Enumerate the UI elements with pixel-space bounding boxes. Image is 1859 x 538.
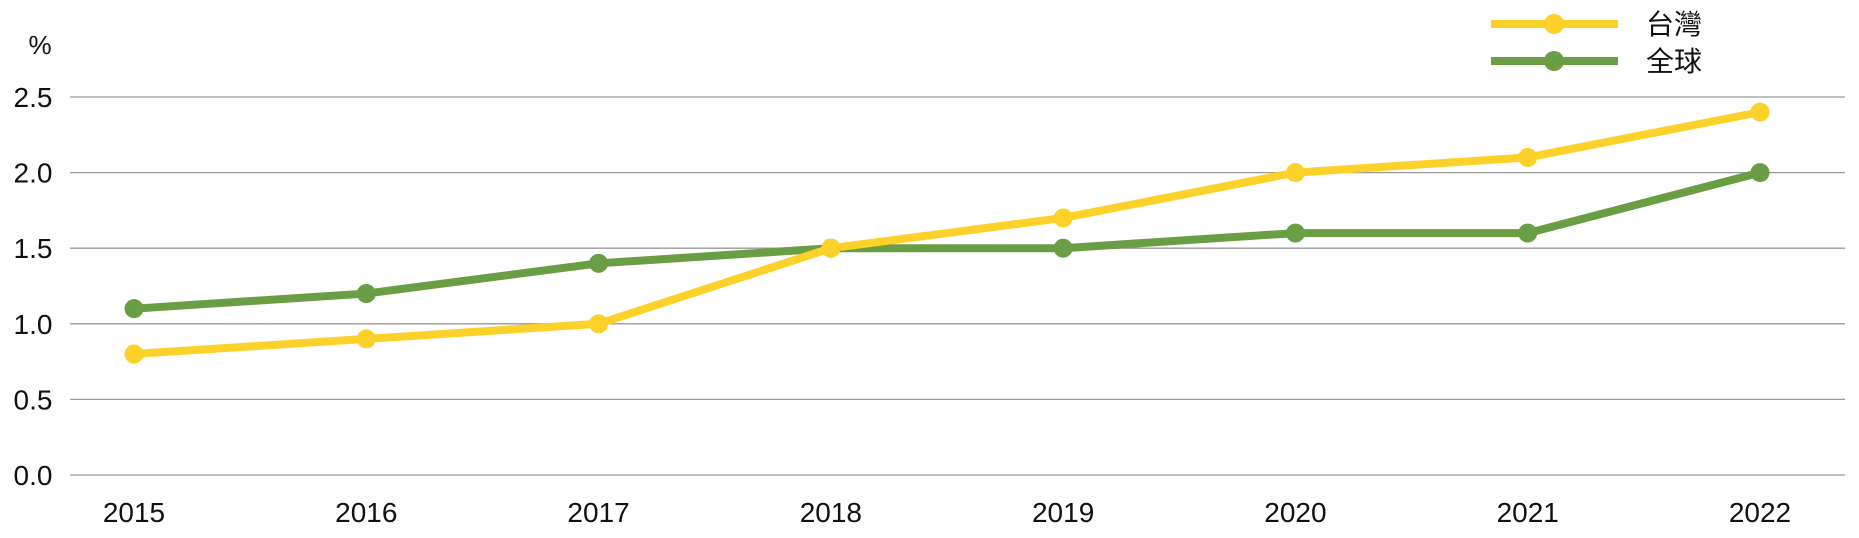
data-point: [1518, 223, 1538, 243]
legend-item: 台灣: [1491, 8, 1702, 41]
y-tick-label: 2.0: [14, 158, 53, 189]
y-axis-unit-label: %: [28, 30, 51, 60]
series-taiwan: [124, 102, 1770, 364]
y-axis-ticks: 0.0 0.5 1.0 1.5 2.0 2.5: [14, 82, 53, 491]
data-point: [356, 284, 376, 304]
data-point: [1285, 163, 1305, 183]
data-point: [1750, 102, 1770, 122]
x-tick-label: 2018: [800, 497, 862, 528]
x-tick-label: 2021: [1497, 497, 1559, 528]
x-tick-label: 2016: [335, 497, 397, 528]
data-point: [1053, 208, 1073, 228]
series-line: [130, 168, 1764, 313]
x-tick-label: 2020: [1264, 497, 1326, 528]
series-line: [130, 108, 1764, 359]
data-point: [124, 344, 144, 364]
data-point: [124, 299, 144, 319]
legend-item: 全球: [1491, 45, 1702, 78]
y-tick-label: 2.5: [14, 82, 53, 113]
series-global: [124, 163, 1770, 319]
y-tick-label: 0.5: [14, 384, 53, 415]
data-point: [821, 238, 841, 258]
y-tick-label: 1.5: [14, 233, 53, 264]
legend-label: 全球: [1646, 45, 1702, 78]
x-axis-ticks: 2015 2016 2017 2018 2019 2020 2021 2022: [103, 497, 1791, 528]
data-point: [1285, 223, 1305, 243]
x-tick-label: 2015: [103, 497, 165, 528]
y-tick-label: 1.0: [14, 309, 53, 340]
data-point: [589, 253, 609, 273]
series-layer: [124, 102, 1770, 364]
x-tick-label: 2019: [1032, 497, 1094, 528]
data-point: [1053, 238, 1073, 258]
legend-marker: [1544, 51, 1564, 71]
data-point: [589, 314, 609, 334]
legend-label: 台灣: [1646, 8, 1702, 41]
data-point: [1750, 163, 1770, 183]
x-tick-label: 2017: [567, 497, 629, 528]
data-point: [356, 329, 376, 349]
gridlines: [70, 96, 1845, 476]
data-point: [1518, 147, 1538, 167]
y-tick-label: 0.0: [14, 460, 53, 491]
x-tick-label: 2022: [1729, 497, 1791, 528]
legend-marker: [1544, 14, 1564, 34]
